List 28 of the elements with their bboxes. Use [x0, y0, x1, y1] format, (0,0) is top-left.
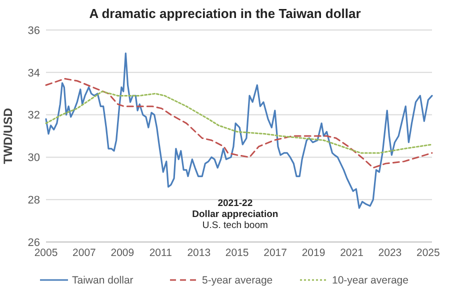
line-series — [45, 90, 433, 154]
y-tick-label: 32 — [28, 110, 40, 122]
legend-label: 5-year average — [202, 274, 273, 287]
line-series — [45, 78, 433, 169]
x-tick-label: 2019 — [302, 247, 326, 259]
y-tick-label: 26 — [28, 236, 40, 249]
x-tick-label: 2023 — [378, 247, 402, 259]
y-tick-label: 28 — [28, 194, 40, 206]
y-tick-label: 36 — [28, 24, 40, 37]
x-tick-label: 2025 — [416, 247, 440, 259]
y-axis-title: TWD/USD — [1, 108, 15, 164]
x-tick-label: 2021 — [340, 247, 364, 259]
legend-label: 10-year average — [332, 274, 409, 287]
x-tick-label: 2013 — [187, 247, 211, 259]
annotation: Dollar appreciation — [192, 209, 278, 220]
legend-label: Taiwan dollar — [72, 274, 134, 287]
chart-title: A dramatic appreciation in the Taiwan dollar — [89, 6, 361, 21]
x-tick-label: 2005 — [34, 247, 58, 259]
annotation: U.S. tech boom — [202, 220, 268, 231]
line-series — [45, 52, 433, 209]
y-tick-label: 34 — [28, 67, 40, 80]
x-tick-label: 2007 — [72, 247, 96, 259]
x-tick-label: 2015 — [225, 247, 249, 259]
x-tick-label: 2009 — [110, 247, 134, 259]
y-tick-label: 30 — [28, 152, 40, 164]
annotation: 2021-22 — [218, 198, 253, 209]
x-tick-label: 2017 — [264, 247, 288, 259]
x-tick-label: 2011 — [149, 247, 172, 259]
